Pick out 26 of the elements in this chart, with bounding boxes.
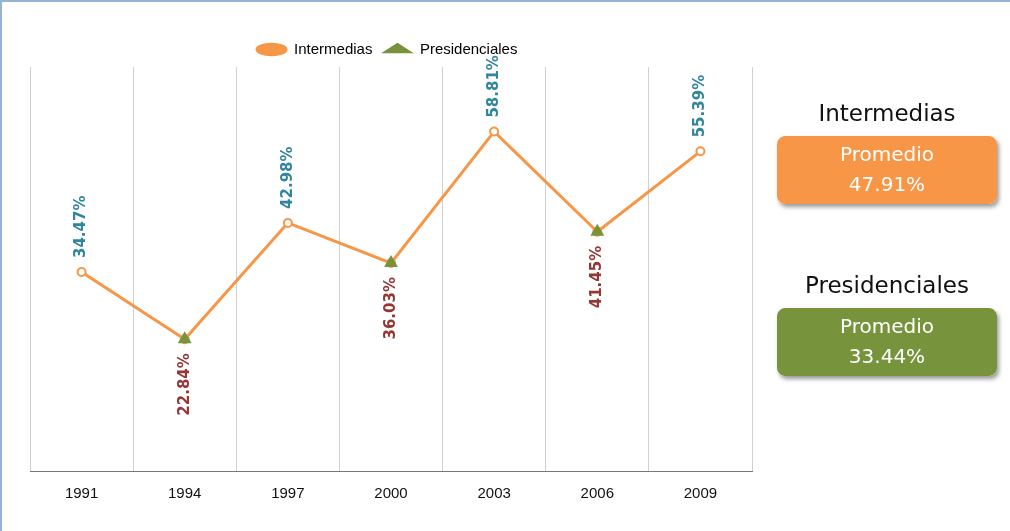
point <box>282 217 293 228</box>
point <box>489 126 500 137</box>
x-tick-label: 1994 <box>168 484 202 502</box>
x-tick-label: 2000 <box>374 484 408 502</box>
data-label: 22.84% <box>174 353 193 416</box>
x-tick-label: 2009 <box>683 484 718 502</box>
data-label: 42.98% <box>277 146 296 209</box>
x-tick-label: 1997 <box>271 484 305 502</box>
text: Intermedias <box>817 100 957 126</box>
data-label: 34.47% <box>71 195 90 259</box>
text: Promedio <box>839 141 935 168</box>
x-tick-label: 2006 <box>580 484 614 502</box>
text: 47.91% <box>847 171 927 198</box>
text: Promedio <box>839 313 935 340</box>
legend-label: Intermedias <box>294 39 373 57</box>
point <box>76 267 87 278</box>
data-label: 41.45% <box>587 245 606 309</box>
data-label: 36.03% <box>380 277 399 340</box>
data-label: 58.81% <box>484 55 503 118</box>
x-tick-label: 1991 <box>64 484 99 502</box>
point <box>695 146 706 157</box>
x-tick-label: 2003 <box>477 484 511 502</box>
text: 33.44% <box>847 343 927 370</box>
legend-label: Presidenciales <box>419 39 518 57</box>
text: Presidenciales <box>804 272 970 298</box>
data-label: 55.39% <box>690 74 709 138</box>
